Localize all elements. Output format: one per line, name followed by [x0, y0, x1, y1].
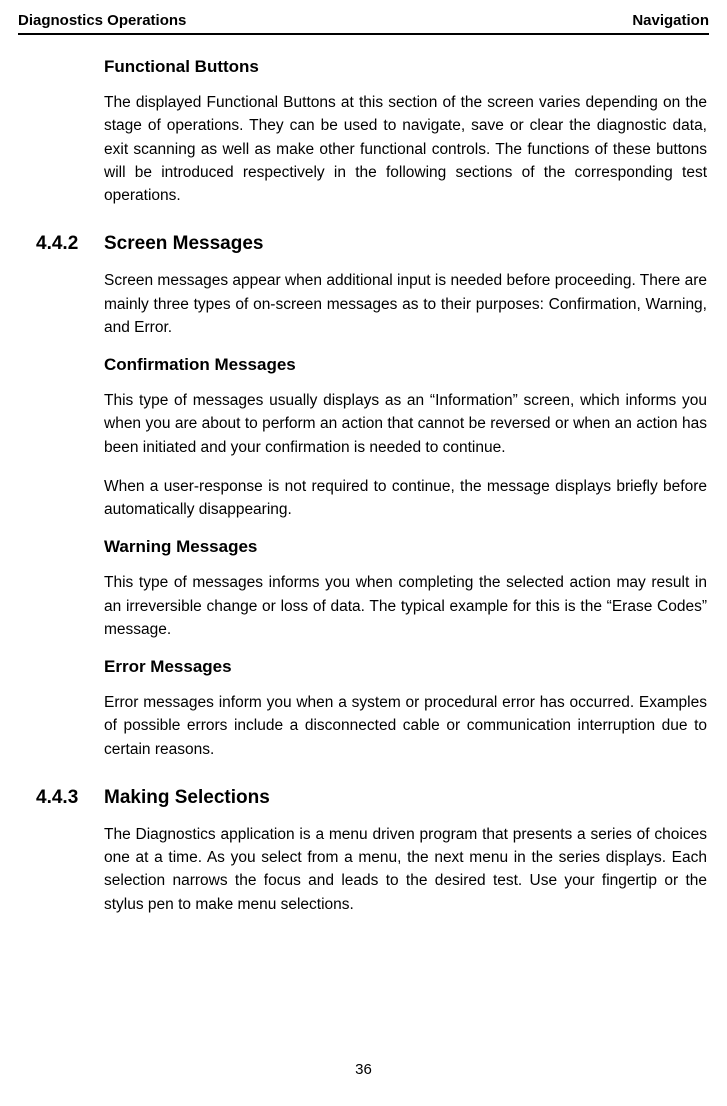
- warning-messages-heading: Warning Messages: [104, 537, 707, 557]
- header-right-title: Navigation: [632, 12, 709, 29]
- error-messages-body: Error messages inform you when a system …: [104, 691, 707, 761]
- making-selections-body: The Diagnostics application is a menu dr…: [104, 823, 707, 916]
- screen-messages-heading-row: 4.4.2 Screen Messages: [36, 233, 707, 255]
- confirmation-messages-heading: Confirmation Messages: [104, 355, 707, 375]
- screen-messages-intro: Screen messages appear when additional i…: [104, 269, 707, 339]
- error-messages-heading: Error Messages: [104, 657, 707, 677]
- confirmation-messages-p1: This type of messages usually displays a…: [104, 389, 707, 459]
- screen-messages-number: 4.4.2: [36, 233, 104, 255]
- header-left-title: Diagnostics Operations: [18, 12, 186, 29]
- confirmation-messages-p2: When a user-response is not required to …: [104, 475, 707, 522]
- making-selections-heading: Making Selections: [104, 787, 270, 809]
- page-content: Functional Buttons The displayed Functio…: [18, 57, 709, 916]
- functional-buttons-heading: Functional Buttons: [104, 57, 707, 77]
- page-number: 36: [0, 1061, 727, 1078]
- functional-buttons-body: The displayed Functional Buttons at this…: [104, 91, 707, 207]
- making-selections-heading-row: 4.4.3 Making Selections: [36, 787, 707, 809]
- page-header: Diagnostics Operations Navigation: [18, 12, 709, 35]
- screen-messages-heading: Screen Messages: [104, 233, 264, 255]
- making-selections-number: 4.4.3: [36, 787, 104, 809]
- warning-messages-body: This type of messages informs you when c…: [104, 571, 707, 641]
